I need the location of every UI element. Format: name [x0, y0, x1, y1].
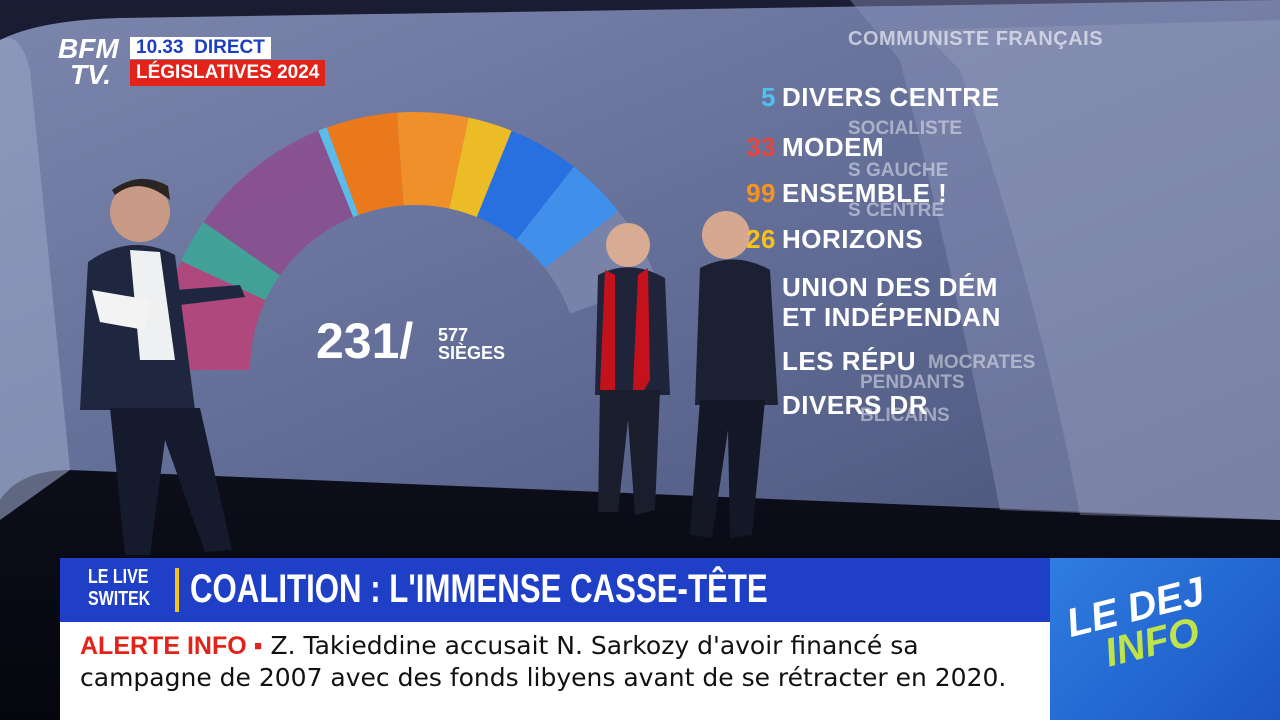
legend-row: 26 HORIZONS [730, 224, 923, 255]
ghost-label: PENDANTS [860, 372, 965, 393]
legend-label: ENSEMBLE ! [782, 178, 948, 208]
legend-number: 99 [746, 178, 776, 208]
seat-total-number: 577 [438, 325, 469, 345]
legend-label: DIVERS DR [782, 390, 929, 420]
legend-label: UNION DES DÉM [782, 272, 998, 302]
clock: 10.33 [136, 37, 184, 58]
hemicycle-segment [181, 222, 280, 301]
show-line1: LE LIVE [88, 566, 149, 588]
hemicycle-segment [318, 127, 359, 218]
hemicycle-segment [326, 112, 404, 215]
legend-row: 5 DIVERS CENTRE [730, 82, 999, 113]
ticker-tag: ALERTE INFO ▪ [80, 632, 263, 660]
ghost-label: BLICAINS [860, 405, 950, 426]
legend-label: DIVERS CENTRE [782, 82, 1000, 112]
live-bar: 10.33 DIRECT [130, 37, 271, 59]
legend-number: 26 [746, 224, 776, 254]
legend-row: ET INDÉPENDAN [730, 302, 1001, 333]
logo-line2: TV. [70, 59, 111, 90]
legend-label: MODEM [782, 132, 885, 162]
logo-line1: BFM [58, 33, 119, 64]
legend-row: DIVERS DR [730, 390, 928, 421]
headline: COALITION : L'IMMENSE CASSE-TÊTE [190, 567, 768, 611]
legend-row: 99 ENSEMBLE ! [730, 178, 947, 209]
legend-number: 33 [746, 132, 776, 162]
promo-logo: LE DEJ INFO [1062, 569, 1217, 680]
legend-label: HORIZONS [782, 224, 924, 254]
program-tag: LÉGISLATIVES 2024 [130, 60, 326, 86]
divider [175, 568, 179, 612]
party-legend: COMMUNISTE FRANÇAIS 5 DIVERS CENTRE 33 MODEM… [730, 0, 1102, 440]
ticker: ALERTE INFO ▪ Z. Takieddine accusait N. … [60, 622, 1050, 720]
legend-label: ET INDÉPENDAN [782, 302, 1001, 332]
legend-row: 33 MODEM [730, 132, 884, 163]
ticker-line1: Z. Takieddine accusait N. Sarkozy d'avoi… [270, 631, 919, 660]
ghost-label: MOCRATES [928, 352, 1036, 373]
guest-middle [595, 223, 670, 515]
channel-logo: BFM TV. [58, 33, 126, 92]
ticker-text: ALERTE INFO ▪ Z. Takieddine accusait N. … [80, 630, 1006, 694]
hemicycle [157, 111, 658, 370]
promo-box: LE DEJ INFO [1050, 558, 1280, 720]
guest-right [690, 211, 778, 538]
ghost-label: SOCIALISTE [848, 118, 963, 139]
lower-third: LE LIVE SWITEK COALITION : L'IMMENSE CAS… [60, 558, 1050, 622]
hemicycle-segment [476, 130, 574, 240]
legend-label: COMMUNISTE FRANÇAIS [848, 28, 1104, 50]
ghost-label: S CENTRE [848, 200, 945, 221]
hemicycle-segment [516, 166, 619, 269]
hemicycle-segment [203, 130, 354, 276]
legend-number: 5 [761, 82, 776, 112]
legend-row: COMMUNISTE FRANÇAIS [848, 28, 1103, 51]
seat-total-label: SIÈGES [438, 343, 506, 363]
hemicycle-segment [397, 111, 469, 209]
legend-row: LES RÉPU [730, 346, 916, 377]
show-name: LE LIVE SWITEK [88, 566, 150, 610]
legend-row: UNION DES DÉM [730, 272, 998, 303]
hemicycle-segment [449, 117, 512, 218]
legend-label: LES RÉPU [782, 346, 917, 376]
live-tag: DIRECT [194, 37, 265, 58]
presenter-left [80, 178, 245, 555]
ghost-label: S GAUCHE [848, 160, 949, 181]
seat-count: 231/ [316, 313, 414, 369]
show-line2: SWITEK [88, 588, 151, 610]
seat-total: 577 SIÈGES [438, 326, 505, 362]
ticker-line2: campagne de 2007 avec des fonds libyens … [80, 663, 1007, 692]
